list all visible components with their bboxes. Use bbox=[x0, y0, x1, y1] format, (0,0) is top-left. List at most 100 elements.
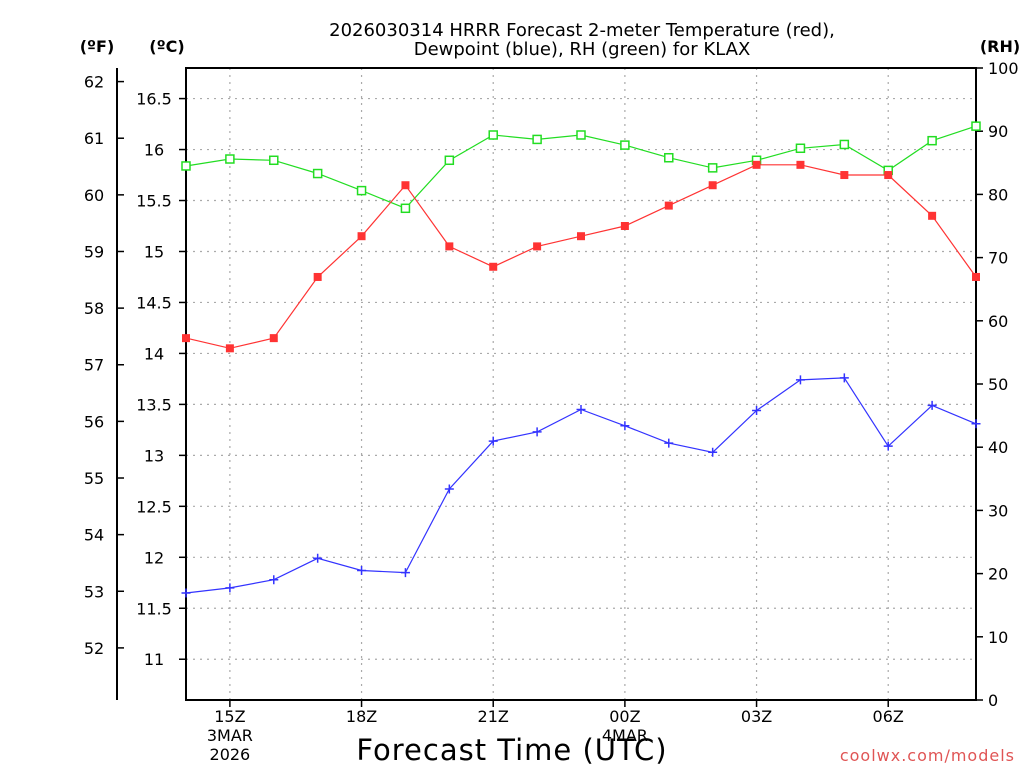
x-tick-date: 3MAR bbox=[207, 726, 253, 745]
temperature-point bbox=[577, 232, 585, 241]
rh-point bbox=[620, 140, 630, 150]
temperature-point bbox=[489, 262, 498, 271]
fahrenheit-axis: 52 53 54 55 56 57 58 59 60 61 62 bbox=[84, 73, 124, 658]
rh-tick-label: 50 bbox=[988, 375, 1008, 394]
rh-point bbox=[400, 203, 411, 214]
x-tick-date: 4MAR bbox=[602, 726, 648, 745]
temperature-point bbox=[357, 232, 366, 241]
rh-tick-label: 70 bbox=[988, 249, 1008, 268]
fahrenheit-tick-label: 57 bbox=[84, 356, 104, 375]
celsius-tick-label: 12.5 bbox=[136, 497, 172, 516]
rh-point bbox=[488, 130, 498, 140]
rh-unit-label: (RH) bbox=[980, 37, 1020, 56]
temperature-point bbox=[401, 181, 410, 190]
chart-title-line2: Dewpoint (blue), RH (green) for KLAX bbox=[414, 39, 751, 60]
celsius-tick-label: 12 bbox=[144, 548, 164, 567]
chart-title-line1: 2026030314 HRRR Forecast 2-meter Tempera… bbox=[329, 20, 835, 41]
temperature-point bbox=[313, 272, 322, 281]
dewpoint-point bbox=[532, 427, 542, 437]
credit-text: coolwx.com/models bbox=[840, 746, 1015, 765]
x-tick-label: 18Z bbox=[346, 707, 377, 726]
rh-tick-label: 0 bbox=[988, 691, 998, 710]
series-temperature bbox=[182, 160, 980, 353]
temperature-point bbox=[533, 242, 542, 251]
dewpoint-point bbox=[400, 568, 410, 578]
rh-point bbox=[927, 135, 937, 146]
dewpoint-point bbox=[839, 373, 849, 383]
x-axis-label: Forecast Time (UTC) bbox=[356, 733, 667, 767]
rh-tick-label: 100 bbox=[988, 59, 1019, 78]
rh-tick-label: 10 bbox=[988, 628, 1008, 647]
rh-tick-label: 30 bbox=[988, 501, 1008, 520]
x-tick-label: 15Z bbox=[214, 707, 245, 726]
celsius-tick-label: 14.5 bbox=[136, 293, 172, 312]
rh-tick-label: 20 bbox=[988, 565, 1008, 584]
rh-point bbox=[576, 130, 586, 140]
dewpoint-point bbox=[664, 438, 674, 448]
temperature-point bbox=[972, 272, 980, 281]
rh-point bbox=[971, 121, 981, 131]
rh-tick-label: 60 bbox=[988, 312, 1008, 331]
dewpoint-point bbox=[927, 400, 937, 410]
temperature-point bbox=[182, 334, 190, 343]
rh-point bbox=[356, 185, 367, 196]
temperature-point bbox=[225, 344, 234, 353]
rh-point bbox=[795, 143, 806, 154]
dewpoint-point bbox=[576, 404, 586, 414]
fahrenheit-tick-label: 60 bbox=[84, 186, 104, 205]
temperature-point bbox=[708, 181, 717, 190]
rh-point bbox=[664, 152, 674, 163]
series-rh bbox=[181, 121, 981, 214]
grid bbox=[186, 68, 976, 700]
temperature-line bbox=[185, 164, 977, 349]
rh-point bbox=[312, 168, 323, 179]
rh-point bbox=[269, 155, 279, 166]
temperature-point bbox=[269, 334, 278, 343]
celsius-tick-label: 11.5 bbox=[136, 599, 172, 618]
temperature-point bbox=[928, 211, 937, 220]
celsius-tick-label: 14 bbox=[144, 344, 164, 363]
x-tick-label: 03Z bbox=[741, 707, 772, 726]
rh-tick-label: 80 bbox=[988, 185, 1008, 204]
dewpoint-point bbox=[444, 484, 454, 494]
celsius-tick-label: 13.5 bbox=[136, 395, 172, 414]
rh-point bbox=[532, 134, 542, 145]
fahrenheit-tick-label: 52 bbox=[84, 639, 104, 658]
celsius-tick-label: 15 bbox=[144, 242, 164, 261]
dewpoint-point bbox=[708, 447, 718, 457]
dewpoint-point bbox=[357, 566, 367, 576]
series-dewpoint bbox=[181, 373, 981, 598]
dewpoint-point bbox=[313, 553, 323, 563]
celsius-tick-label: 16.5 bbox=[136, 90, 172, 109]
fahrenheit-tick-label: 58 bbox=[84, 299, 104, 318]
x-tick-year: 2026 bbox=[210, 745, 251, 764]
temperature-point bbox=[884, 171, 893, 180]
temperature-point bbox=[620, 222, 629, 230]
temperature-point bbox=[664, 201, 673, 210]
plot-frame bbox=[185, 67, 977, 701]
rh-point bbox=[444, 155, 455, 166]
temperature-point bbox=[445, 242, 454, 251]
fahrenheit-tick-label: 54 bbox=[84, 526, 104, 545]
temperature-point bbox=[796, 160, 805, 169]
fahrenheit-tick-label: 61 bbox=[84, 129, 104, 148]
fahrenheit-tick-label: 62 bbox=[84, 73, 104, 92]
celsius-axis: 11 11.5 12 12.5 13 13.5 14 14.5 15 15.5 16 16.5 bbox=[136, 90, 186, 669]
fahrenheit-tick-label: 59 bbox=[84, 242, 104, 261]
celsius-tick-label: 13 bbox=[144, 446, 164, 465]
fahrenheit-unit-label: (ºF) bbox=[80, 37, 115, 56]
rh-point bbox=[707, 163, 718, 173]
celsius-tick-label: 15.5 bbox=[136, 192, 172, 211]
dewpoint-point bbox=[971, 419, 981, 429]
dewpoint-point bbox=[269, 575, 279, 585]
x-tick-label: 06Z bbox=[873, 707, 904, 726]
x-tick-label: 00Z bbox=[609, 707, 640, 726]
rh-point bbox=[225, 154, 235, 164]
fahrenheit-tick-label: 55 bbox=[84, 469, 104, 488]
celsius-tick-label: 16 bbox=[144, 141, 164, 160]
dewpoint-point bbox=[620, 421, 630, 431]
dewpoint-point bbox=[752, 406, 762, 416]
rh-tick-label: 90 bbox=[988, 122, 1008, 141]
